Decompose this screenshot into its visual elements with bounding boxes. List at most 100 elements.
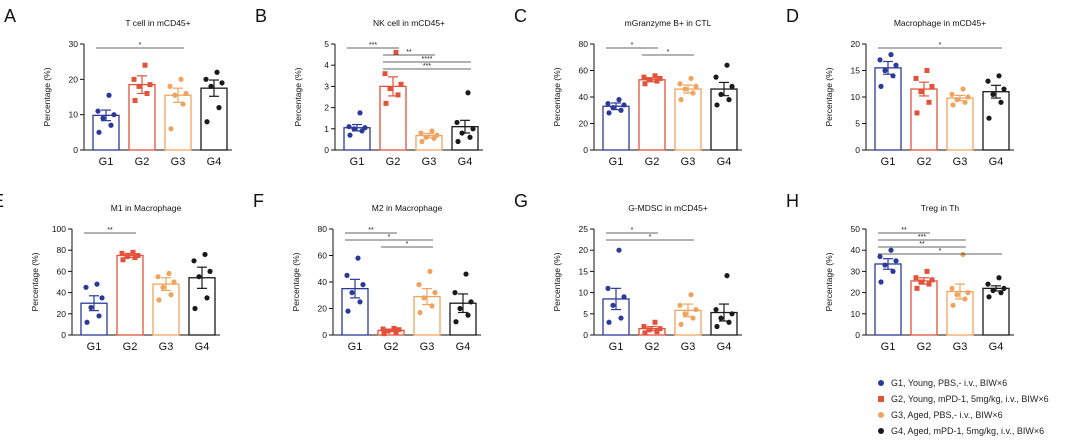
panel-e: E M1 in Macrophage Percentage (%) 0 20 40 60 80… xyxy=(0,191,220,353)
point-c-g3 xyxy=(693,83,699,89)
point-b-g4 xyxy=(455,138,461,145)
point-f-g4 xyxy=(468,299,474,305)
point-a-g1 xyxy=(108,122,114,128)
point-h-g3 xyxy=(954,292,960,298)
legend-label-g4: G4, Aged, mPD-1, 5mg/kg, i.v., BIW×6 xyxy=(891,426,1045,436)
point-g-g3 xyxy=(682,311,688,317)
point-e-g1 xyxy=(99,295,105,301)
x-tick-label-a-g1: G1 xyxy=(99,156,114,168)
point-f-g4 xyxy=(465,312,471,318)
point-h-g3 xyxy=(965,290,971,296)
point-a-g3 xyxy=(168,126,174,132)
bar-d-g4 xyxy=(982,91,1010,151)
y-tick-label-b: 0 xyxy=(324,145,329,155)
point-a-g4 xyxy=(216,105,222,111)
panel-letter-e: E xyxy=(0,191,4,211)
panel-letter-d: D xyxy=(786,6,799,26)
point-c-g1 xyxy=(621,102,627,108)
panel-b: B NK cell in mCD45+ Percentage (%) 0 1 2 3 4 5 G1… xyxy=(255,6,483,168)
point-c-g1 xyxy=(610,105,616,111)
point-c-g2 xyxy=(642,81,648,87)
point-d-g4 xyxy=(986,115,992,121)
y-axis-label-b: Percentage (%) xyxy=(293,67,303,126)
bar-d-g2 xyxy=(910,88,938,151)
point-a-g3 xyxy=(178,76,184,82)
point-g-g1 xyxy=(616,247,622,253)
x-tick-label-h-g1: G1 xyxy=(881,341,896,353)
y-axis-label-e: Percentage (%) xyxy=(30,252,40,311)
y-tick-label-e: 0 xyxy=(61,330,66,340)
panel-letter-c: C xyxy=(514,6,527,26)
point-b-g2 xyxy=(383,100,389,106)
point-g-g1 xyxy=(610,302,616,308)
x-tick-label-g-g1: G1 xyxy=(609,341,624,353)
y-axis-label-g: Percentage (%) xyxy=(552,252,562,311)
point-f-g3 xyxy=(416,282,422,288)
y-tick-label-h: 30 xyxy=(851,266,861,276)
x-tick-label-c-g4: G4 xyxy=(717,156,732,168)
y-tick-label-f: 80 xyxy=(318,224,328,234)
point-d-g1 xyxy=(893,62,899,68)
point-h-g4 xyxy=(985,281,991,287)
point-h-g2 xyxy=(913,275,919,281)
bar-a-g4 xyxy=(200,87,228,151)
point-a-g3 xyxy=(172,92,178,98)
x-tick-label-b-g1: G1 xyxy=(350,156,365,168)
significance-label-f: ** xyxy=(368,227,374,234)
point-d-g2 xyxy=(918,89,924,95)
significance-label-b: *** xyxy=(423,63,431,70)
y-tick-label-g: 25 xyxy=(579,224,589,234)
point-b-g3 xyxy=(419,138,425,145)
legend-item-g1: G1, Young, PBS,- i.v., BIW×6 xyxy=(878,375,1078,391)
point-a-g4 xyxy=(208,83,214,89)
x-tick-label-b-g3: G3 xyxy=(422,156,437,168)
point-f-g4 xyxy=(452,290,458,296)
y-tick-label-a: 0 xyxy=(73,145,78,155)
point-h-g1 xyxy=(877,253,883,260)
point-h-g4 xyxy=(986,294,992,300)
point-b-g4 xyxy=(459,130,465,136)
point-c-g4 xyxy=(726,97,732,103)
y-tick-label-d: 5 xyxy=(855,119,860,129)
legend: G1, Young, PBS,- i.v., BIW×6 G2, Young, … xyxy=(878,375,1078,439)
y-tick-label-d: 0 xyxy=(855,145,860,155)
point-c-g3 xyxy=(682,86,688,92)
legend-label-g2: G2, Young, mPD-1, 5mg/kg, i.v., BIW×6 xyxy=(891,394,1049,404)
panel-letter-g: G xyxy=(514,191,528,211)
point-c-g2 xyxy=(646,77,652,83)
y-tick-label-c: 0 xyxy=(583,145,588,155)
point-h-g2 xyxy=(929,277,935,283)
point-b-g4 xyxy=(467,134,473,140)
point-g-g3 xyxy=(678,321,684,327)
point-h-g2 xyxy=(924,268,930,274)
y-tick-label-g: 15 xyxy=(579,266,589,276)
point-c-g3 xyxy=(677,81,683,87)
point-d-g2 xyxy=(929,83,935,89)
point-c-g3 xyxy=(688,75,694,82)
bar-e-g2 xyxy=(116,254,144,336)
x-tick-label-d-g4: G4 xyxy=(989,156,1004,168)
x-tick-label-h-g2: G2 xyxy=(917,341,932,353)
y-tick-label-e: 60 xyxy=(57,266,67,276)
point-a-g1 xyxy=(106,92,112,98)
x-tick-label-f-g4: G4 xyxy=(456,341,471,353)
point-d-g4 xyxy=(998,99,1004,105)
x-tick-label-a-g3: G3 xyxy=(171,156,186,168)
point-c-g4 xyxy=(713,74,719,80)
y-tick-label-f: 0 xyxy=(322,330,327,340)
point-c-g1 xyxy=(618,107,624,113)
point-e-g2 xyxy=(135,253,141,258)
point-g-g4 xyxy=(724,273,730,279)
point-a-g2 xyxy=(144,90,150,96)
point-h-g2 xyxy=(926,281,932,287)
legend-marker-g3 xyxy=(878,412,884,418)
point-d-g4 xyxy=(1001,86,1007,92)
point-e-g4 xyxy=(196,274,202,280)
point-g-g3 xyxy=(693,306,699,313)
point-e-g1 xyxy=(94,281,100,287)
point-g-g4 xyxy=(729,311,735,317)
point-e-g3 xyxy=(156,297,162,303)
point-e-g3 xyxy=(168,292,174,298)
point-g-g2 xyxy=(642,330,648,336)
point-e-g2 xyxy=(132,255,138,261)
